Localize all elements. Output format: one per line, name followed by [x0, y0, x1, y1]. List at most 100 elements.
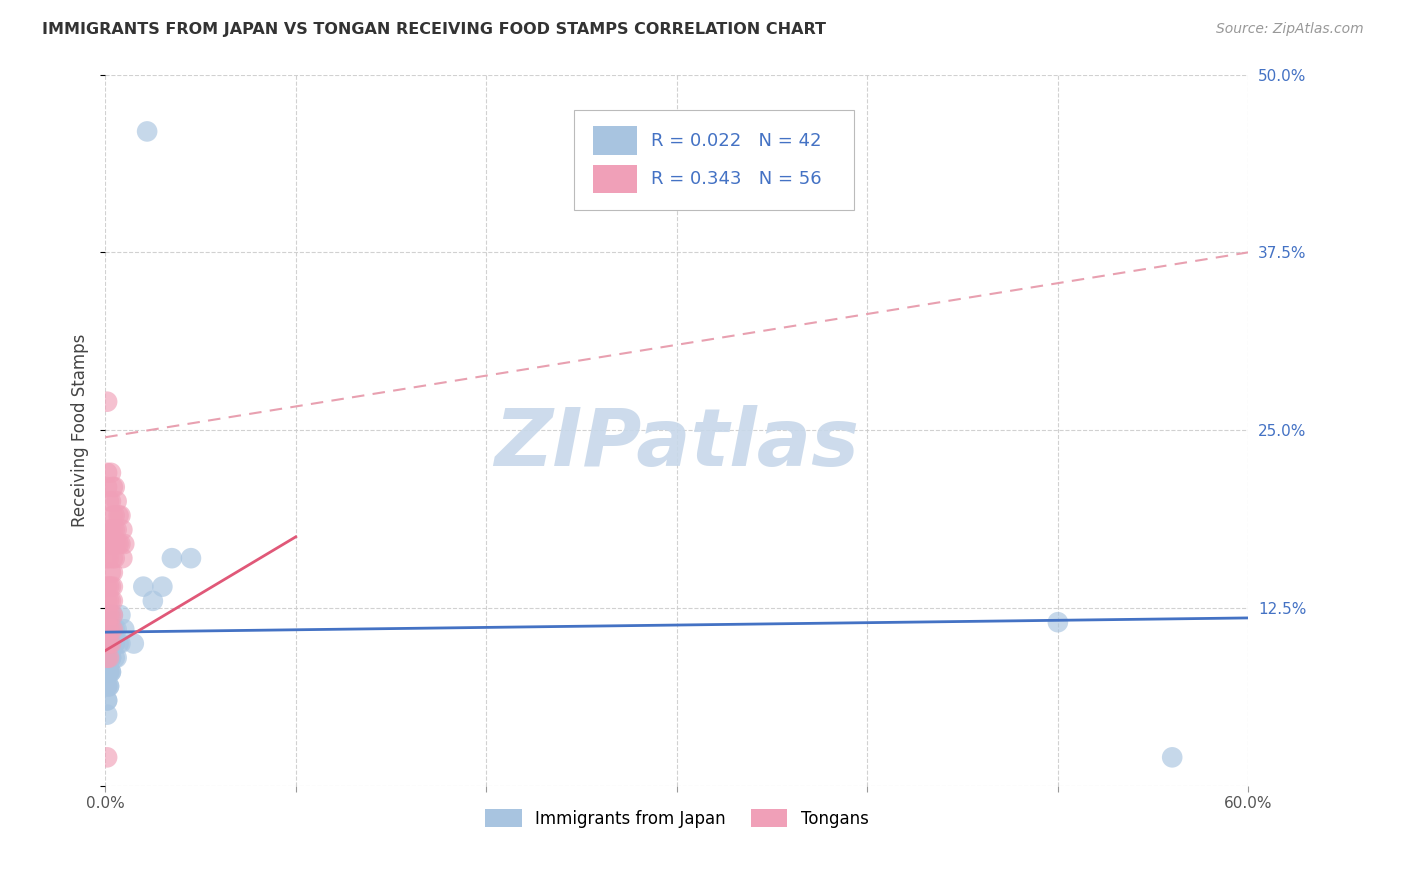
Point — [101, 508, 124, 523]
Point — [96, 580, 118, 594]
FancyBboxPatch shape — [574, 110, 853, 210]
Point — [100, 580, 122, 594]
Point — [105, 537, 128, 551]
Point — [98, 679, 121, 693]
Point — [107, 636, 129, 650]
Point — [98, 537, 121, 551]
Bar — [593, 127, 637, 155]
Point — [104, 623, 127, 637]
Point — [98, 665, 121, 679]
Legend: Immigrants from Japan, Tongans: Immigrants from Japan, Tongans — [478, 803, 875, 834]
Point — [96, 650, 118, 665]
Point — [98, 494, 121, 508]
Point — [98, 665, 121, 679]
Point — [104, 508, 127, 523]
Point — [96, 623, 118, 637]
Point — [101, 636, 124, 650]
Point — [100, 623, 122, 637]
Point — [101, 566, 124, 580]
Point — [160, 551, 183, 566]
Point — [98, 623, 121, 637]
Point — [96, 594, 118, 608]
Point — [112, 623, 135, 637]
Point — [98, 650, 121, 665]
Point — [100, 650, 122, 665]
Bar — [593, 165, 637, 194]
Point — [1161, 750, 1184, 764]
Point — [107, 508, 129, 523]
Point — [101, 608, 124, 623]
Point — [122, 636, 145, 650]
Point — [110, 636, 132, 650]
Point — [101, 623, 124, 637]
Y-axis label: Receiving Food Stamps: Receiving Food Stamps — [72, 334, 89, 527]
Point — [105, 494, 128, 508]
Point — [104, 636, 127, 650]
Point — [96, 693, 118, 707]
Point — [105, 623, 128, 637]
Point — [101, 580, 124, 594]
Point — [100, 636, 122, 650]
Point — [98, 679, 121, 693]
Point — [111, 551, 134, 566]
Point — [104, 523, 127, 537]
Point — [101, 551, 124, 566]
Point — [111, 523, 134, 537]
Point — [100, 665, 122, 679]
Point — [98, 580, 121, 594]
Point — [112, 537, 135, 551]
Point — [101, 480, 124, 494]
Point — [100, 650, 122, 665]
Point — [98, 636, 121, 650]
Point — [142, 594, 165, 608]
Text: IMMIGRANTS FROM JAPAN VS TONGAN RECEIVING FOOD STAMPS CORRELATION CHART: IMMIGRANTS FROM JAPAN VS TONGAN RECEIVIN… — [42, 22, 827, 37]
Point — [100, 494, 122, 508]
Point — [100, 523, 122, 537]
Text: R = 0.022   N = 42: R = 0.022 N = 42 — [651, 132, 821, 150]
Point — [98, 623, 121, 637]
Point — [104, 551, 127, 566]
Point — [104, 537, 127, 551]
Point — [110, 508, 132, 523]
Point — [96, 636, 118, 650]
Point — [96, 394, 118, 409]
Point — [96, 636, 118, 650]
Point — [96, 707, 118, 722]
Point — [132, 580, 155, 594]
Point — [96, 480, 118, 494]
Point — [98, 665, 121, 679]
Point — [100, 537, 122, 551]
Point — [104, 650, 127, 665]
Point — [101, 537, 124, 551]
Point — [100, 608, 122, 623]
Point — [96, 679, 118, 693]
Point — [98, 523, 121, 537]
Point — [98, 608, 121, 623]
Point — [96, 608, 118, 623]
Point — [101, 594, 124, 608]
Point — [96, 551, 118, 566]
Point — [100, 650, 122, 665]
Point — [105, 650, 128, 665]
Text: Source: ZipAtlas.com: Source: ZipAtlas.com — [1216, 22, 1364, 37]
Point — [96, 466, 118, 480]
Point — [104, 480, 127, 494]
Point — [98, 551, 121, 566]
Point — [110, 608, 132, 623]
Point — [150, 580, 173, 594]
Point — [100, 466, 122, 480]
Point — [100, 650, 122, 665]
Point — [96, 679, 118, 693]
Point — [101, 608, 124, 623]
Point — [180, 551, 202, 566]
Point — [98, 594, 121, 608]
Point — [96, 693, 118, 707]
Point — [101, 623, 124, 637]
Point — [104, 636, 127, 650]
Point — [100, 665, 122, 679]
Point — [136, 124, 159, 138]
Point — [101, 636, 124, 650]
Point — [101, 523, 124, 537]
Text: ZIPatlas: ZIPatlas — [495, 405, 859, 483]
Point — [100, 594, 122, 608]
